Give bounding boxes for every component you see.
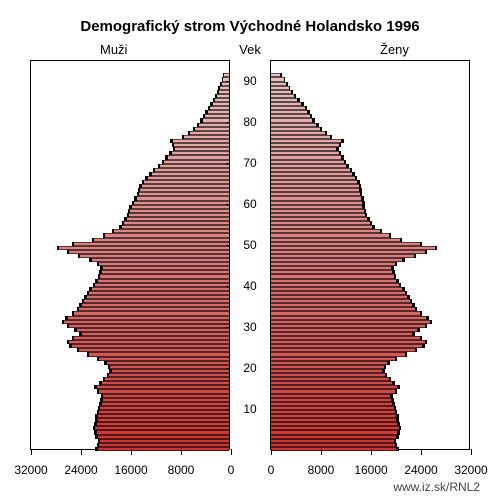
x-tick-label: 24000 [64, 463, 97, 477]
age-tick: 30 [230, 320, 270, 334]
label-men: Muži [100, 42, 127, 57]
age-tick: 90 [230, 74, 270, 88]
x-tick-label: 8000 [308, 463, 335, 477]
age-tick: 60 [230, 197, 270, 211]
x-labels-left: 08000160002400032000 [31, 455, 231, 475]
plot-area: 08000160002400032000 102030405060708090 … [30, 60, 470, 450]
label-women: Ženy [380, 42, 409, 57]
bars-men [31, 61, 229, 449]
x-tick-label: 0 [268, 463, 275, 477]
x-tick-label: 32000 [14, 463, 47, 477]
label-age: Vek [230, 42, 270, 57]
x-tick-label: 16000 [354, 463, 387, 477]
age-tick: 40 [230, 279, 270, 293]
age-tick: 10 [230, 402, 270, 416]
bars-women [271, 61, 469, 449]
x-tick-label: 16000 [114, 463, 147, 477]
x-tick-label: 8000 [168, 463, 195, 477]
right-half: 08000160002400032000 [270, 60, 470, 450]
credit: www.iz.sk/RNL2 [393, 480, 480, 494]
pyramid-chart: Demografický strom Východné Holandsko 19… [0, 0, 500, 500]
age-tick: 70 [230, 156, 270, 170]
x-labels-right: 08000160002400032000 [271, 455, 471, 475]
age-tick: 80 [230, 115, 270, 129]
age-axis: 10 20 30 40 50 60 70 80 90 [230, 60, 270, 450]
age-tick: 50 [230, 238, 270, 252]
x-tick-label: 0 [228, 463, 235, 477]
left-half: 08000160002400032000 [30, 60, 230, 450]
age-tick: 20 [230, 361, 270, 375]
x-tick-label: 24000 [404, 463, 437, 477]
x-tick-label: 32000 [454, 463, 487, 477]
chart-title: Demografický strom Východné Holandsko 19… [0, 18, 500, 35]
